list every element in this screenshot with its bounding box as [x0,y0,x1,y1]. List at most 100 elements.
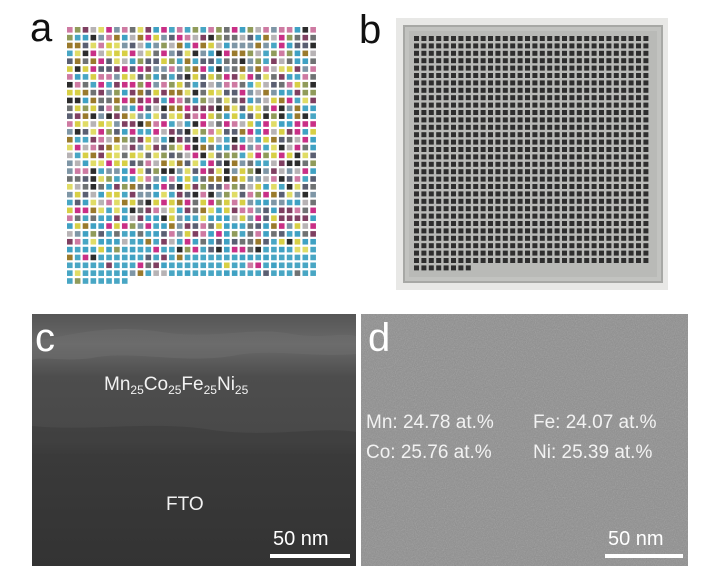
composition-sample-square [90,89,97,96]
composition-sample-square [98,42,104,49]
composition-sample-square [271,246,277,253]
composition-sample-square [231,144,238,151]
mask-hole [628,139,634,145]
mask-hole [591,95,597,101]
composition-sample-square [114,207,120,214]
mask-hole [584,258,590,263]
mask-hole [599,243,604,249]
mask-hole [414,161,419,167]
mask-hole [606,213,612,219]
mask-hole [636,95,641,101]
mask-hole [562,147,567,152]
mask-hole [428,43,434,49]
composition-sample-square [263,191,269,198]
composition-sample-square [145,89,152,96]
mask-hole [621,176,627,182]
composition-sample-square [286,168,293,174]
composition-sample-square [98,278,104,284]
composition-sample-square [106,238,112,245]
composition-sample-square [247,191,254,198]
composition-sample-square [224,246,230,253]
composition-sample-square [208,27,214,33]
composition-sample-square [145,246,152,253]
mask-hole [576,243,582,249]
mask-hole [591,169,597,175]
mask-hole [562,161,567,167]
composition-sample-square [114,160,120,167]
mask-hole [443,265,449,271]
mask-hole [465,258,471,263]
mask-hole [510,124,516,130]
composition-sample-square [302,34,309,41]
composition-sample-square [247,81,254,88]
mask-hole [473,132,479,138]
composition-sample-square [224,58,230,64]
composition-sample-square [106,58,112,64]
mask-hole [517,154,523,160]
composition-sample-square [169,215,175,221]
composition-sample-square [200,215,207,221]
composition-sample-square [216,254,222,261]
composition-sample-square [302,207,309,214]
mask-hole [465,50,471,56]
mask-hole [599,176,604,182]
composition-sample-square [74,66,81,72]
composition-sample-square [184,50,191,57]
mask-hole [636,102,641,108]
mask-hole [636,58,641,64]
composition-sample-square [114,270,120,276]
mask-hole [451,191,456,197]
composition-sample-square [192,81,199,88]
mask-hole [547,65,553,71]
mask-hole [547,139,553,145]
mask-hole [495,58,501,64]
composition-sample-square [286,191,293,198]
composition-sample-square [286,89,293,96]
mask-hole [628,87,634,93]
mask-hole [636,221,641,226]
mask-hole [414,43,419,49]
mask-hole [532,206,538,212]
composition-sample-square [169,136,175,143]
composition-sample-square [90,215,97,221]
composition-sample-square [121,199,128,206]
composition-sample-square [310,136,316,143]
mask-hole [525,250,530,256]
composition-sample-square [98,238,104,245]
mask-hole [584,250,590,256]
mask-hole [473,191,479,197]
mask-hole [488,110,493,115]
composition-sample-square [184,262,191,269]
composition-sample-square [161,215,167,221]
composition-sample-square [145,270,152,276]
mask-hole [606,147,612,152]
composition-sample-square [184,176,191,182]
mask-hole [628,95,634,101]
composition-sample-square [169,74,175,80]
mask-hole [628,243,634,249]
composition-sample-square [310,270,316,276]
composition-sample-square [302,231,309,237]
composition-sample-square [67,74,73,80]
mask-hole [495,147,501,152]
composition-sample-square [231,207,238,214]
composition-sample-square [129,223,136,229]
composition-sample-square [247,34,254,41]
composition-sample-square [114,89,120,96]
composition-sample-square [271,270,277,276]
mask-hole [643,198,649,204]
mask-hole [473,117,479,123]
mask-hole [428,124,434,130]
mask-hole [421,36,427,41]
composition-sample-square [169,50,175,57]
composition-sample-square [271,97,277,104]
mask-hole [480,36,486,41]
mask-hole [510,176,516,182]
composition-sample-square [74,168,81,174]
composition-sample-square [255,89,261,96]
mask-hole [488,228,493,234]
mask-hole [562,65,567,71]
mask-hole [569,132,575,138]
composition-sample-square [231,168,238,174]
composition-sample-square [184,136,191,143]
